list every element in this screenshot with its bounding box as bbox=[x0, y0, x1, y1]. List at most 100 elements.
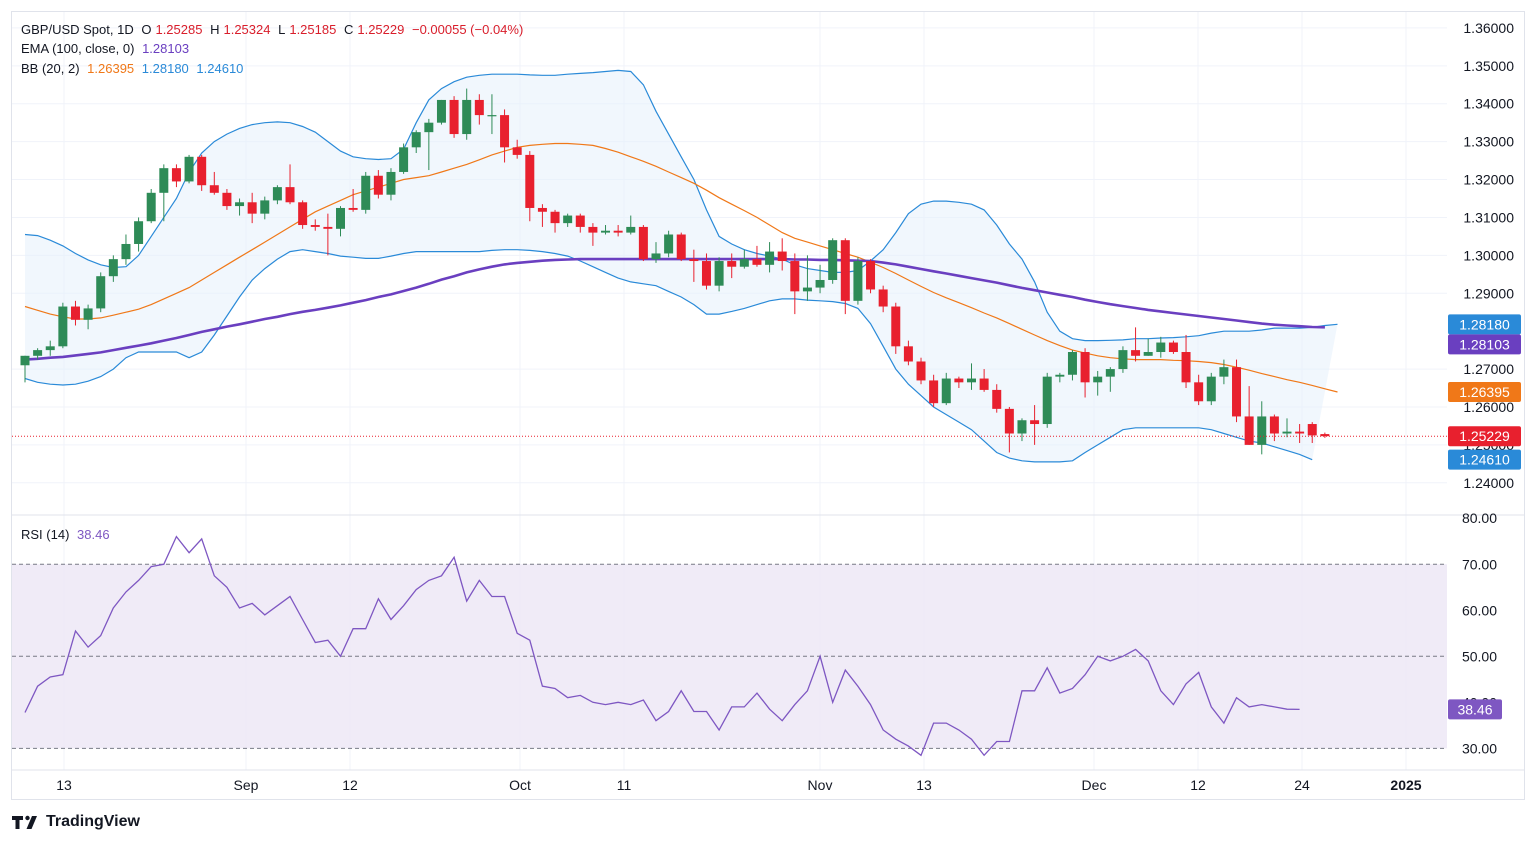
candle bbox=[285, 164, 295, 205]
ema-legend[interactable]: EMA (100, close, 0) 1.28103 bbox=[21, 41, 193, 56]
candle-body bbox=[373, 175, 383, 195]
candle bbox=[1257, 401, 1267, 455]
bb-upper-value: 1.28180 bbox=[141, 61, 189, 76]
time-tick-label: Nov bbox=[808, 777, 833, 793]
candle bbox=[613, 225, 623, 237]
candle-body bbox=[336, 207, 345, 229]
candle bbox=[1042, 372, 1052, 428]
candle bbox=[929, 374, 939, 407]
candle bbox=[1269, 414, 1279, 442]
candle bbox=[903, 340, 913, 366]
candle-body bbox=[613, 230, 623, 233]
candle-body bbox=[878, 289, 888, 307]
rsi-tick-label: 80.00 bbox=[1462, 510, 1497, 526]
candle-body bbox=[752, 259, 762, 265]
candle-body bbox=[714, 261, 724, 286]
candle bbox=[601, 225, 611, 235]
candle-body bbox=[96, 276, 106, 309]
candle bbox=[992, 384, 1002, 413]
candle-body bbox=[323, 226, 333, 229]
rsi-badge-bg bbox=[1448, 699, 1502, 720]
time-tick-label: 11 bbox=[617, 777, 632, 793]
candle-body bbox=[1067, 352, 1077, 375]
candle-body bbox=[20, 355, 30, 366]
tradingview-brand[interactable]: TradingView bbox=[12, 810, 140, 834]
candle-body bbox=[1105, 369, 1115, 377]
candle bbox=[83, 304, 93, 330]
close-label: C bbox=[343, 22, 354, 37]
candle bbox=[1232, 359, 1242, 423]
price-badge-label: 1.25229 bbox=[1459, 428, 1510, 444]
bb-label: BB (20, 2) bbox=[21, 61, 80, 76]
candle-body bbox=[790, 261, 800, 292]
low-value: 1.25185 bbox=[289, 22, 337, 37]
bollinger-band-fill bbox=[25, 70, 1338, 462]
candle bbox=[878, 285, 888, 313]
candle-body bbox=[1131, 350, 1141, 356]
rsi-gridlines bbox=[12, 563, 1447, 749]
candle-body bbox=[449, 99, 459, 135]
candle bbox=[197, 154, 207, 191]
candle bbox=[487, 94, 497, 135]
price-badge-label: 1.28180 bbox=[1459, 316, 1510, 332]
candle-body bbox=[979, 378, 989, 390]
candle bbox=[222, 189, 232, 210]
rsi-line bbox=[24, 535, 1300, 757]
time-tick-label: 13 bbox=[916, 777, 932, 793]
candle-body bbox=[108, 259, 118, 277]
candle-body bbox=[651, 253, 661, 260]
candle bbox=[626, 215, 636, 235]
candle-body bbox=[348, 207, 358, 210]
candle-body bbox=[866, 261, 876, 290]
candle-body bbox=[929, 380, 939, 404]
price-tick-label: 1.27000 bbox=[1463, 361, 1514, 377]
candle bbox=[828, 238, 838, 284]
candle-body bbox=[739, 259, 749, 267]
price-tick-label: 1.33000 bbox=[1463, 134, 1514, 150]
candle-body bbox=[500, 115, 510, 148]
candle bbox=[815, 264, 825, 294]
time-tick-label: 2025 bbox=[1390, 777, 1421, 793]
candle bbox=[1080, 348, 1090, 398]
candle bbox=[1219, 359, 1229, 385]
rsi-tick-label: 70.00 bbox=[1462, 556, 1497, 572]
price-badge-bg bbox=[1448, 381, 1521, 402]
candle-body bbox=[33, 350, 43, 356]
candle bbox=[1067, 350, 1077, 381]
candle bbox=[638, 225, 648, 262]
price-axis: 1.36000 1.35000 1.34000 1.33000 1.32000 1.310… bbox=[1463, 20, 1514, 491]
candle bbox=[840, 238, 850, 315]
candle bbox=[108, 255, 118, 282]
candle-body bbox=[916, 361, 926, 381]
candle-body bbox=[1194, 382, 1204, 402]
candle-body bbox=[676, 234, 686, 260]
candle bbox=[1118, 346, 1128, 373]
candle-body bbox=[689, 259, 699, 262]
candle-body bbox=[1282, 431, 1292, 434]
candle bbox=[1282, 418, 1292, 438]
candle bbox=[323, 213, 333, 256]
candle bbox=[361, 171, 371, 214]
tradingview-logo-icon bbox=[12, 815, 37, 829]
rsi-legend[interactable]: RSI (14) 38.46 bbox=[21, 527, 114, 542]
candle-body bbox=[802, 287, 812, 292]
candle-body bbox=[954, 378, 964, 383]
candle bbox=[537, 204, 547, 227]
bb-legend[interactable]: BB (20, 2) 1.26395 1.28180 1.24610 bbox=[21, 61, 247, 76]
candle bbox=[941, 372, 951, 406]
candle-body bbox=[525, 154, 535, 208]
candle bbox=[727, 253, 737, 279]
close-value: 1.25229 bbox=[357, 22, 405, 37]
candle-body bbox=[361, 175, 371, 210]
rsi-label: RSI (14) bbox=[21, 527, 70, 542]
candle bbox=[1244, 386, 1254, 445]
candle-body bbox=[1080, 352, 1090, 383]
open-value: 1.25285 bbox=[155, 22, 203, 37]
candle-body bbox=[247, 202, 257, 214]
candle-body bbox=[563, 215, 573, 224]
symbol-label[interactable]: GBP/USD Spot, 1D bbox=[21, 22, 134, 37]
candle bbox=[1055, 372, 1065, 383]
candle-body bbox=[1244, 416, 1254, 445]
candle-body bbox=[386, 171, 396, 195]
candle-body bbox=[1118, 350, 1128, 370]
